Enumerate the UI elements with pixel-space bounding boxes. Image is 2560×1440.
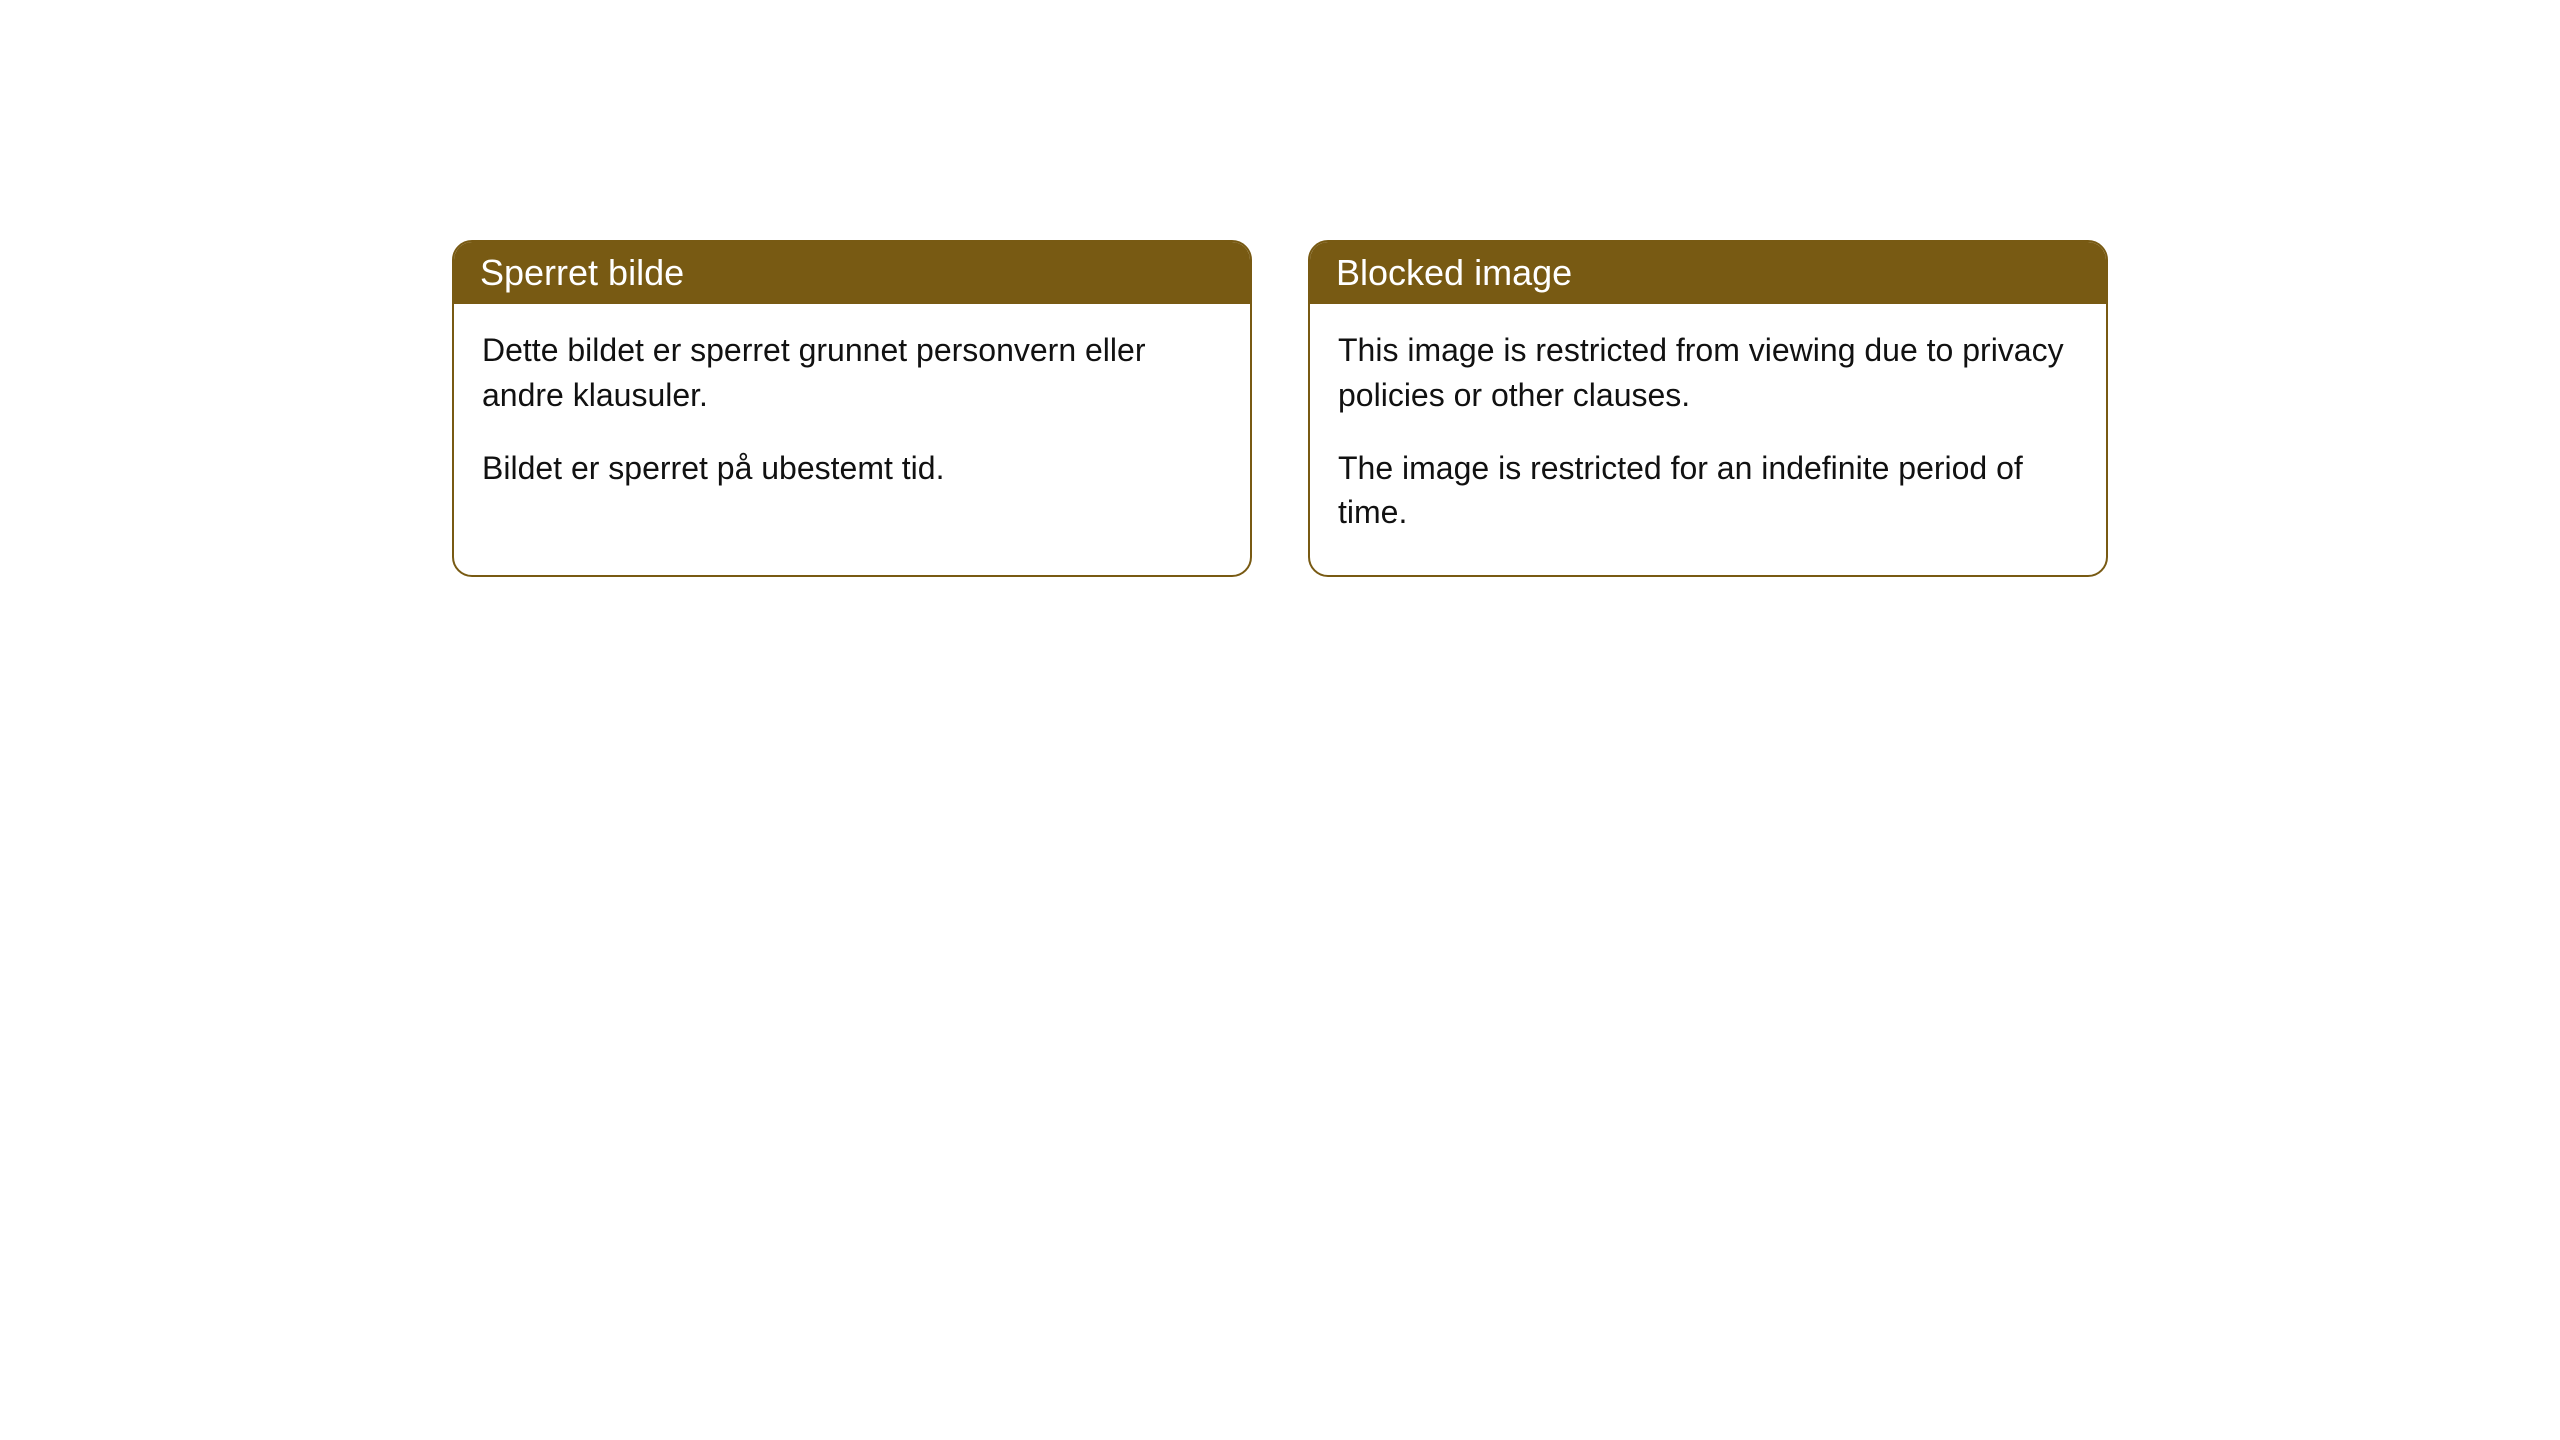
card-header: Sperret bilde <box>454 242 1250 304</box>
blocked-image-card-english: Blocked image This image is restricted f… <box>1308 240 2108 577</box>
card-header: Blocked image <box>1310 242 2106 304</box>
blocked-image-card-norwegian: Sperret bilde Dette bildet er sperret gr… <box>452 240 1252 577</box>
card-body: This image is restricted from viewing du… <box>1310 304 2106 575</box>
card-paragraph: Bildet er sperret på ubestemt tid. <box>482 446 1222 491</box>
card-title: Blocked image <box>1336 252 1572 293</box>
cards-container: Sperret bilde Dette bildet er sperret gr… <box>452 240 2108 577</box>
card-body: Dette bildet er sperret grunnet personve… <box>454 304 1250 530</box>
card-paragraph: This image is restricted from viewing du… <box>1338 328 2078 418</box>
card-paragraph: Dette bildet er sperret grunnet personve… <box>482 328 1222 418</box>
card-paragraph: The image is restricted for an indefinit… <box>1338 446 2078 536</box>
card-title: Sperret bilde <box>480 252 684 293</box>
